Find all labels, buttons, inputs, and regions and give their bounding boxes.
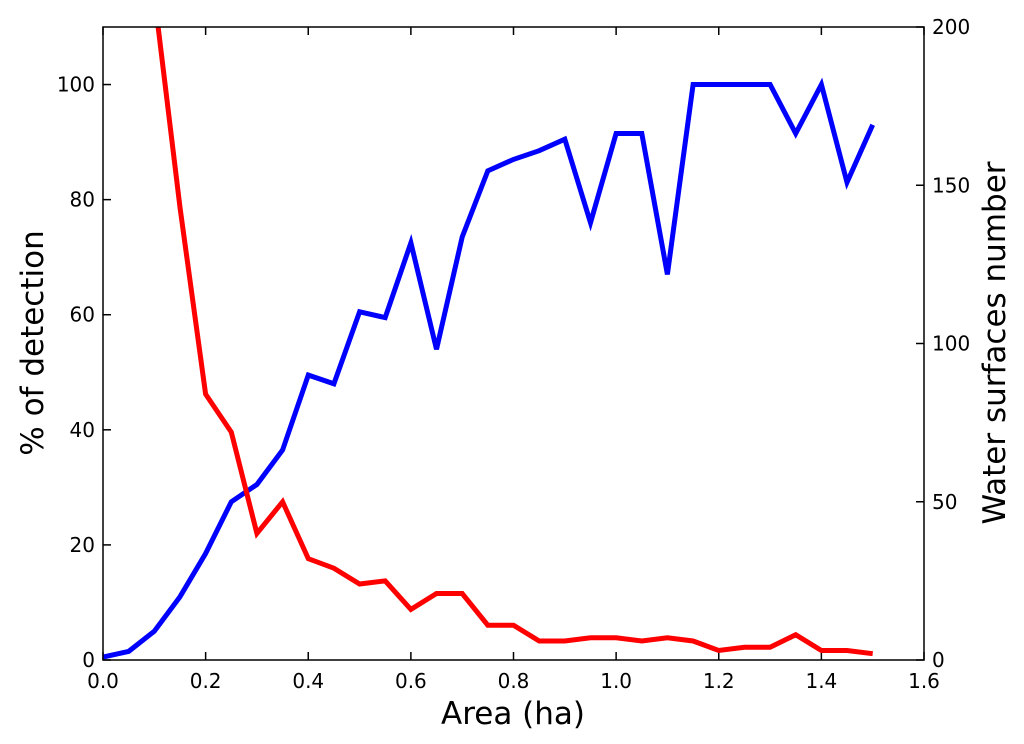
y-left-tick-label: 40 [70, 418, 95, 442]
x-tick-label: 0.6 [395, 669, 427, 693]
y-right-tick-label: 0 [932, 648, 945, 672]
x-tick-label: 0.4 [292, 669, 324, 693]
y-left-tick-label: 0 [82, 648, 95, 672]
y-right-tick-label: 50 [932, 490, 957, 514]
plot-frame [102, 26, 925, 661]
y-left-tick-label: 100 [57, 73, 95, 97]
y-left-tick-label: 80 [70, 188, 95, 212]
water-surfaces-line [155, 27, 874, 657]
x-tick-label: 0.8 [498, 669, 530, 693]
x-tick-label: 1.2 [703, 669, 735, 693]
x-tick-label: 0.2 [190, 669, 222, 693]
x-axis-title: Area (ha) [441, 696, 585, 732]
y-left-axis-title: % of detection [15, 230, 51, 455]
tick-labels: 0.0 0.2 0.4 0.6 0.8 1.0 1.2 1.4 1.60204060801000… [57, 15, 970, 693]
y-right-tick-label: 200 [932, 15, 970, 39]
x-tick-label: 1.0 [600, 669, 632, 693]
y-right-tick-label: 150 [932, 173, 970, 197]
x-tick-label: 1.6 [908, 669, 940, 693]
x-tick-label: 1.4 [805, 669, 837, 693]
y-left-tick-label: 20 [70, 533, 95, 557]
x-tick-label: 0.0 [87, 669, 119, 693]
y-right-axis-title: Water surfaces number [977, 161, 1013, 524]
y-left-tick-label: 60 [70, 303, 95, 327]
detection-line [103, 77, 875, 660]
y-right-tick-label: 100 [932, 332, 970, 356]
